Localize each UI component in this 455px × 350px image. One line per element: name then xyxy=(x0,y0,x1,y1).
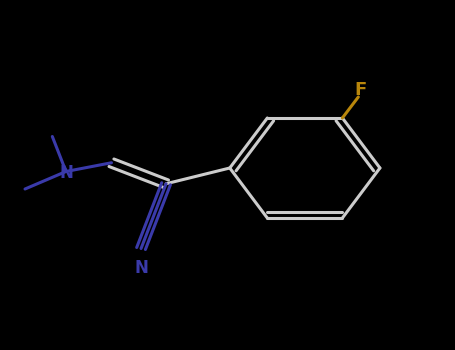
Text: N: N xyxy=(59,164,73,182)
Text: F: F xyxy=(354,81,367,99)
Text: N: N xyxy=(134,259,148,277)
